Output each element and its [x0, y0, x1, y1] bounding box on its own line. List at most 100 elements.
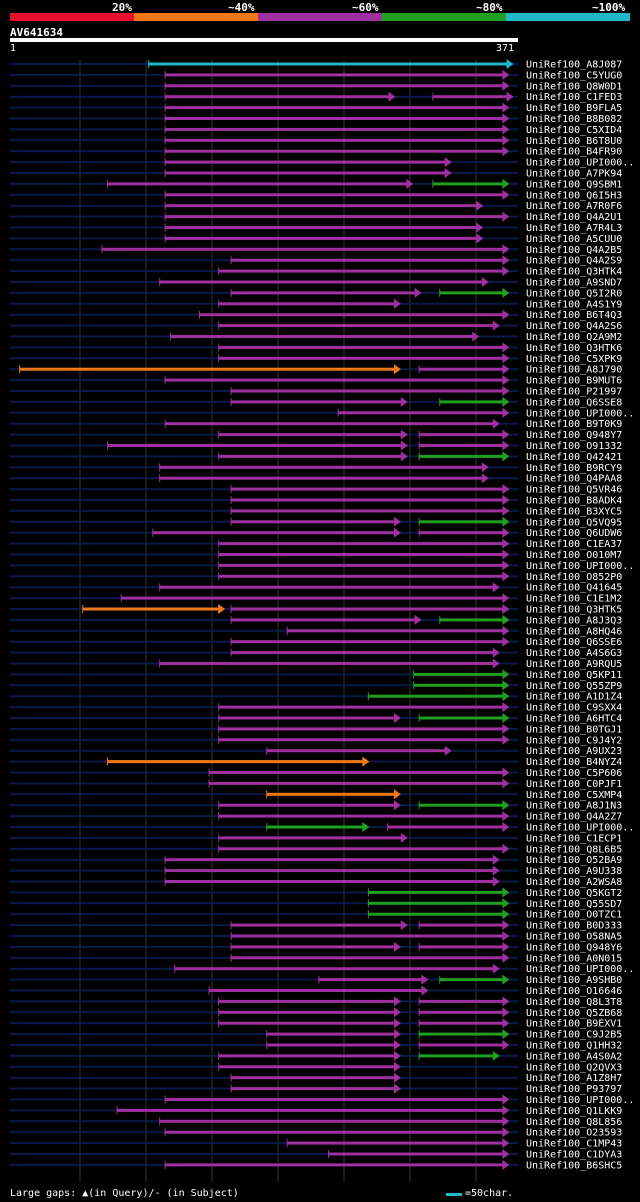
hit-label[interactable]: UniRef100_Q5ZB68 [526, 1008, 622, 1019]
hit-row[interactable]: UniRef100_Q8L6B5 [10, 843, 622, 856]
hit-row[interactable]: UniRef100_UPI000.. [10, 407, 634, 420]
hit-row[interactable]: UniRef100_O010M7 [10, 549, 622, 562]
hit-row[interactable]: UniRef100_A2WSA8 [10, 876, 622, 889]
hit-label[interactable]: UniRef100_O16646 [526, 986, 622, 997]
hit-label[interactable]: UniRef100_A2WSA8 [526, 877, 622, 888]
hit-row[interactable]: UniRef100_A5CUU0 [10, 233, 622, 245]
hit-label[interactable]: UniRef100_UPI000.. [526, 408, 634, 419]
hit-row[interactable]: UniRef100_O852P0 [10, 571, 622, 583]
hit-row[interactable]: UniRef100_Q8L3T8 [10, 996, 622, 1008]
hit-row[interactable]: UniRef100_B4FR90 [10, 146, 622, 158]
hit-row[interactable]: UniRef100_Q948Y7 [10, 429, 622, 442]
hit-row[interactable]: UniRef100_Q8L856 [10, 1116, 622, 1128]
hit-row[interactable]: UniRef100_Q4A2S9 [10, 255, 622, 267]
hit-row[interactable]: UniRef100_Q1HH32 [10, 1040, 622, 1052]
hit-label[interactable]: UniRef100_C1DYA3 [526, 1150, 622, 1161]
hit-label[interactable]: UniRef100_B4NYZ4 [526, 757, 622, 768]
hit-label[interactable]: UniRef100_A8J1N3 [526, 801, 622, 812]
hit-label[interactable]: UniRef100_B9MUT6 [526, 376, 622, 387]
hit-row[interactable]: UniRef100_C0PJF1 [10, 778, 622, 790]
hit-label[interactable]: UniRef100_A0N015 [526, 953, 622, 964]
hit-row[interactable]: UniRef100_C5XPK9 [10, 353, 622, 365]
hit-label[interactable]: UniRef100_Q55SD7 [526, 899, 622, 910]
hit-row[interactable]: UniRef100_B9FLA5 [10, 102, 622, 115]
hit-row[interactable]: UniRef100_Q5VR46 [10, 484, 622, 496]
hit-row[interactable]: UniRef100_Q4A2B5 [10, 244, 622, 256]
hit-label[interactable]: UniRef100_C1MP43 [526, 1139, 622, 1150]
hit-row[interactable]: UniRef100_B9EXV1 [10, 1018, 622, 1030]
hit-label[interactable]: UniRef100_O23593 [526, 1128, 622, 1139]
hit-row[interactable]: UniRef100_A9RQU5 [10, 658, 622, 671]
hit-label[interactable]: UniRef100_A5CUU0 [526, 234, 622, 245]
hit-label[interactable]: UniRef100_A7PK94 [526, 169, 622, 180]
hit-row[interactable]: UniRef100_C1MP43 [10, 1138, 622, 1150]
hit-row[interactable]: UniRef100_A7R4L3 [10, 222, 622, 235]
hit-label[interactable]: UniRef100_C9J2B5 [526, 1030, 622, 1041]
hit-row[interactable]: UniRef100_Q3HTK5 [10, 604, 622, 616]
hit-label[interactable]: UniRef100_A7R0F6 [526, 201, 622, 212]
hit-label[interactable]: UniRef100_A4S0A2 [526, 1051, 622, 1062]
hit-row[interactable]: UniRef100_C5XID4 [10, 124, 622, 136]
hit-row[interactable]: UniRef100_A4S1Y9 [10, 298, 622, 311]
hit-row[interactable]: UniRef100_UPI000.. [10, 963, 634, 976]
hit-row[interactable]: UniRef100_Q55SD7 [10, 898, 622, 910]
hit-label[interactable]: UniRef100_A8J790 [526, 365, 622, 376]
hit-row[interactable]: UniRef100_B3XYC5 [10, 505, 622, 518]
hit-row[interactable]: UniRef100_C5XMP4 [10, 789, 622, 801]
hit-label[interactable]: UniRef100_C1EA37 [526, 539, 622, 550]
hit-label[interactable]: UniRef100_UPI000.. [526, 158, 634, 169]
hit-label[interactable]: UniRef100_Q5KGT2 [526, 888, 622, 899]
hit-label[interactable]: UniRef100_C5XPK9 [526, 354, 622, 365]
hit-row[interactable]: UniRef100_B8B082 [10, 113, 622, 126]
hit-row[interactable]: UniRef100_B9T0K9 [10, 418, 622, 431]
hit-row[interactable]: UniRef100_Q6SSE8 [10, 396, 622, 409]
hit-label[interactable]: UniRef100_Q948Y6 [526, 942, 622, 953]
hit-label[interactable]: UniRef100_Q6UDW6 [526, 528, 622, 539]
hit-label[interactable]: UniRef100_Q2A9M2 [526, 332, 622, 343]
hit-row[interactable]: UniRef100_A9SHB0 [10, 974, 622, 987]
hit-label[interactable]: UniRef100_Q5VR46 [526, 485, 622, 496]
hit-label[interactable]: UniRef100_O58NA5 [526, 932, 622, 943]
hit-label[interactable]: UniRef100_P93797 [526, 1084, 622, 1095]
hit-row[interactable]: UniRef100_C9J4Y2 [10, 734, 622, 747]
hit-row[interactable]: UniRef100_O16646 [10, 985, 622, 998]
hit-row[interactable]: UniRef100_B6SHC5 [10, 1159, 622, 1172]
hit-label[interactable]: UniRef100_A4S1Y9 [526, 299, 622, 310]
hit-row[interactable]: UniRef100_P21997 [10, 386, 622, 398]
hit-row[interactable]: UniRef100_Q6UDW6 [10, 527, 622, 540]
hit-row[interactable]: UniRef100_Q4A2Z7 [10, 811, 622, 823]
hit-row[interactable]: UniRef100_Q9SBM1 [10, 178, 622, 191]
hit-row[interactable]: UniRef100_A8J1N3 [10, 800, 622, 812]
hit-label[interactable]: UniRef100_B8B082 [526, 114, 622, 125]
hit-row[interactable]: UniRef100_O91332 [10, 440, 622, 453]
hit-label[interactable]: UniRef100_Q8L3T8 [526, 997, 622, 1008]
hit-row[interactable]: UniRef100_B6T4Q3 [10, 309, 622, 322]
hit-row[interactable]: UniRef100_C1E1M2 [10, 593, 622, 605]
hit-row[interactable]: UniRef100_UPI000.. [10, 822, 634, 834]
hit-label[interactable]: UniRef100_A9UX23 [526, 746, 622, 757]
hit-label[interactable]: UniRef100_Q1HH32 [526, 1041, 622, 1052]
hit-label[interactable]: UniRef100_Q6I5H3 [526, 190, 622, 201]
hit-label[interactable]: UniRef100_B3XYC5 [526, 506, 622, 517]
hit-label[interactable]: UniRef100_Q8L6B5 [526, 844, 622, 855]
hit-label[interactable]: UniRef100_Q6SSE6 [526, 637, 622, 648]
hit-label[interactable]: UniRef100_B6T8U0 [526, 136, 622, 147]
hit-row[interactable]: UniRef100_B8ADK4 [10, 495, 622, 507]
hit-row[interactable]: UniRef100_C9J2B5 [10, 1029, 622, 1041]
hit-label[interactable]: UniRef100_O52BA9 [526, 855, 622, 866]
hit-label[interactable]: UniRef100_A6HTC4 [526, 714, 622, 725]
hit-label[interactable]: UniRef100_Q3HTK5 [526, 605, 622, 616]
hit-row[interactable]: UniRef100_Q41645 [10, 582, 622, 594]
hit-row[interactable]: UniRef100_Q55ZP9 [10, 680, 622, 692]
hit-label[interactable]: UniRef100_A8HQ46 [526, 626, 622, 637]
hit-label[interactable]: UniRef100_B9FLA5 [526, 103, 622, 114]
hit-row[interactable]: UniRef100_C5P606 [10, 767, 622, 780]
hit-label[interactable]: UniRef100_Q8W0D1 [526, 81, 622, 92]
hit-row[interactable]: UniRef100_Q4A2S6 [10, 320, 622, 333]
hit-label[interactable]: UniRef100_A9SHB0 [526, 975, 622, 986]
hit-row[interactable]: UniRef100_A4S0A2 [10, 1050, 622, 1063]
hit-label[interactable]: UniRef100_Q4PAA8 [526, 474, 622, 485]
hit-label[interactable]: UniRef100_A4S6G3 [526, 648, 622, 659]
hit-label[interactable]: UniRef100_Q4A2S9 [526, 256, 622, 267]
hit-label[interactable]: UniRef100_Q4A2B5 [526, 245, 622, 256]
